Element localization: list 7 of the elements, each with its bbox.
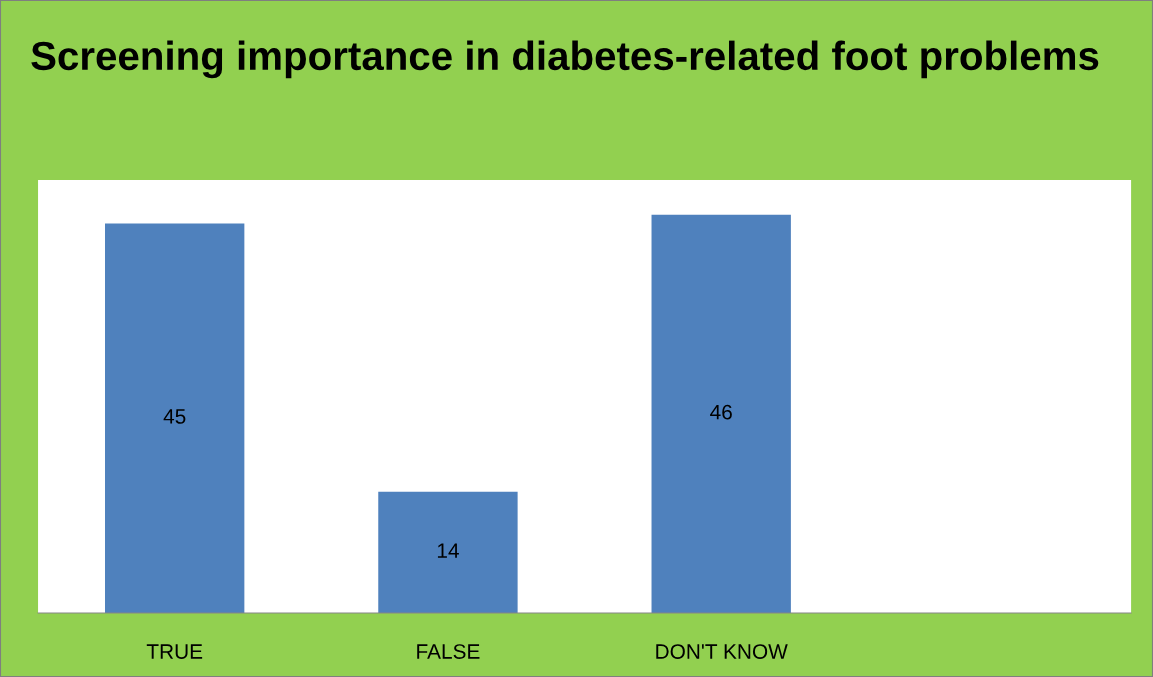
x-tick-label: DON'T KNOW [656, 644, 788, 659]
data-label: 45 [163, 409, 186, 424]
x-tick-label: TRUE [146, 644, 203, 659]
data-label: 46 [710, 404, 732, 420]
chart-title: Screening importance in diabetes-related foot problems [31, 40, 1099, 79]
data-label: 14 [437, 543, 459, 558]
x-tick-label: FALSE [417, 644, 480, 659]
